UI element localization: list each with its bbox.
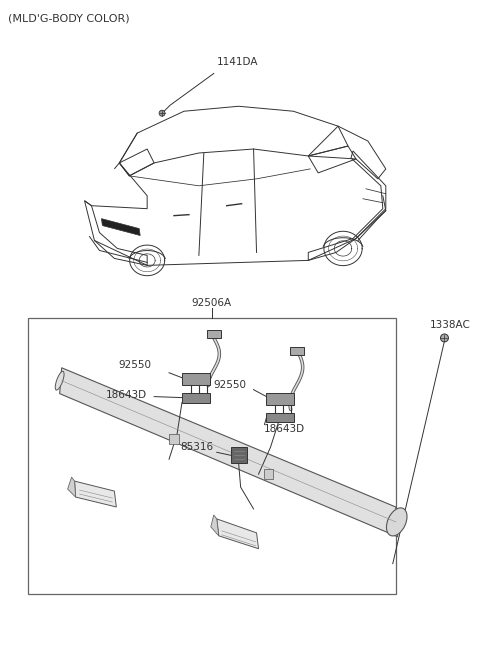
Text: 92506A: 92506A: [192, 298, 232, 308]
Text: 1141DA: 1141DA: [217, 58, 258, 68]
Polygon shape: [60, 368, 398, 537]
Bar: [182, 393, 210, 403]
Bar: [266, 413, 294, 422]
Bar: [169, 434, 179, 444]
Text: 1338AC: 1338AC: [430, 320, 470, 330]
Polygon shape: [217, 519, 259, 549]
Polygon shape: [68, 477, 75, 497]
Circle shape: [441, 334, 448, 342]
Text: 85316: 85316: [180, 442, 214, 453]
Bar: [231, 447, 247, 463]
Ellipse shape: [55, 371, 64, 390]
Bar: [182, 373, 210, 384]
Text: 92550: 92550: [118, 359, 151, 370]
Text: 92550: 92550: [214, 380, 247, 390]
Polygon shape: [211, 515, 219, 536]
Ellipse shape: [386, 508, 407, 536]
Bar: [28, 318, 396, 594]
Text: 18643D: 18643D: [106, 390, 147, 400]
Text: (MLD'G-BODY COLOR): (MLD'G-BODY COLOR): [8, 14, 130, 24]
Bar: [264, 469, 274, 479]
Polygon shape: [101, 218, 140, 236]
Bar: [290, 347, 304, 355]
Circle shape: [159, 110, 165, 116]
Polygon shape: [74, 481, 116, 507]
Bar: [266, 393, 294, 405]
Bar: [207, 330, 221, 338]
Text: 18643D: 18643D: [264, 424, 305, 434]
